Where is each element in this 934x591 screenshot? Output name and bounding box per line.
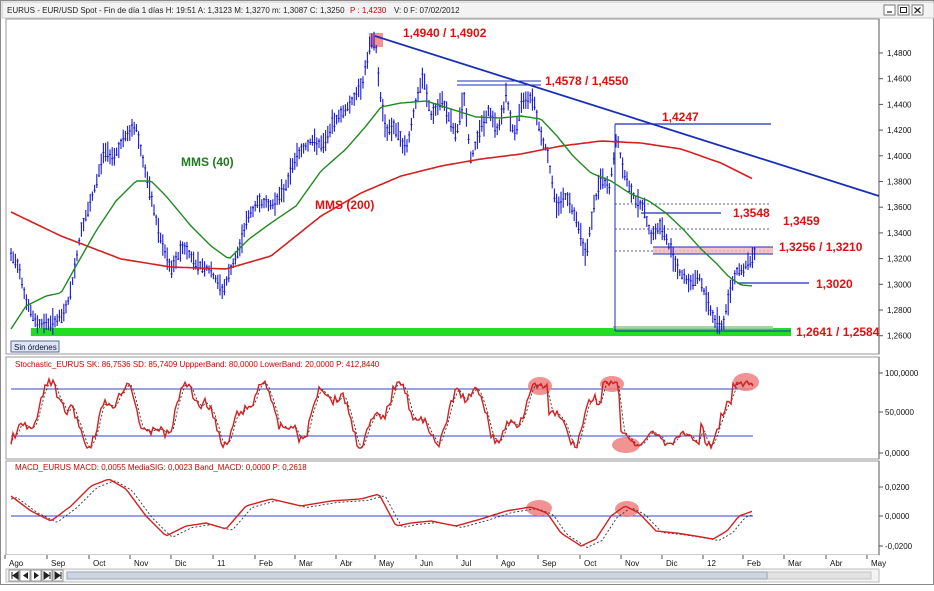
nav-first-button[interactable]: [8, 569, 20, 582]
date-tick-label: Jul: [461, 559, 471, 568]
nav-next-button[interactable]: [41, 569, 53, 582]
date-tick-label: Feb: [747, 559, 761, 568]
nav-play-button[interactable]: [30, 569, 42, 582]
skip-forward-icon: [54, 571, 62, 580]
date-tick-label: May: [379, 559, 394, 568]
date-tick-label: Mar: [788, 559, 802, 568]
macd-tick-label: -0,0200: [885, 542, 913, 551]
level-label-8: 1,2641 / 1,2584: [796, 325, 880, 339]
date-tick-label: Dic: [175, 559, 187, 568]
macd-panel: [5, 460, 880, 556]
nav-prev-button[interactable]: [19, 569, 31, 582]
stoch-axis: 100,0000 50,0000 0,0000: [879, 369, 919, 458]
skip-back-icon: [11, 571, 19, 580]
macd-header: MACD_EURUS MACD: 0,0055 MediaSIG: 0,0023…: [15, 463, 307, 472]
sin-ordenes-label: Sin órdenes: [14, 343, 57, 352]
price-tick-label: 1,3200: [887, 255, 912, 264]
resistance-zone: [653, 247, 773, 254]
date-tick-label: Oct: [93, 559, 106, 568]
date-tick-label: Sep: [51, 559, 66, 568]
stoch-highlight-1: [528, 377, 552, 395]
maximize-icon: [900, 7, 907, 13]
price-tick-label: 1,4800: [887, 49, 912, 58]
date-tick-label: Jun: [420, 559, 433, 568]
date-tick-label: Feb: [259, 559, 273, 568]
mms40-line: [10, 100, 753, 330]
date-tick-label: Dic: [666, 559, 678, 568]
step-forward-icon: [43, 571, 51, 580]
support-zone: [31, 328, 791, 336]
price-tick-label: 1,2800: [887, 306, 912, 315]
stoch-highlight-2: [600, 376, 624, 392]
date-axis: Ago Sep Oct Nov Dic 11 Feb Mar Abr May Jun Jul Ago Se…: [4, 555, 886, 568]
level-label-1: 1,4940 / 1,4902: [403, 26, 487, 40]
mms200-label: MMS (200): [315, 198, 374, 212]
macd-highlight-2: [615, 501, 639, 517]
price-axis: 1,4800 1,4600 1,4400 1,4200 1,4000 1,3800 1,36…: [879, 49, 912, 341]
minimize-button[interactable]: [883, 4, 896, 16]
level-label-2: 1,4578 / 1,4550: [545, 74, 629, 88]
window-title: EURUS - EUR/USD Spot - Fin de día 1 días…: [7, 6, 345, 15]
level-label-4: 1,3548: [733, 206, 770, 220]
level-label-3: 1,4247: [662, 110, 699, 124]
stoch-tick-label: 50,0000: [885, 408, 914, 417]
maximize-button[interactable]: [897, 4, 910, 16]
step-back-icon: [23, 572, 28, 579]
mms200-line: [10, 140, 753, 270]
macd-line: [10, 478, 753, 547]
date-tick-label: Abr: [340, 559, 353, 568]
stoch-sd-line: [10, 380, 754, 449]
price-tick-label: 1,4400: [887, 100, 912, 109]
macd-tick-label: 0,0200: [885, 483, 910, 492]
sin-ordenes-button[interactable]: Sin órdenes: [10, 340, 60, 353]
play-icon: [34, 572, 39, 579]
date-tick-label: Oct: [584, 559, 597, 568]
level-label-7: 1,3020: [816, 277, 853, 291]
window-p-label: P : 1,4230: [350, 6, 387, 15]
date-tick-label: 11: [217, 559, 226, 568]
level-label-5: 1,3459: [783, 214, 820, 228]
macd-signal-line: [10, 480, 753, 549]
macd-tick-label: 0,0000: [885, 512, 910, 521]
price-tick-label: 1,4200: [887, 126, 912, 135]
price-tick-label: 1,2600: [887, 332, 912, 341]
price-tick-label: 1,4600: [887, 75, 912, 84]
macd-highlight-1: [526, 500, 552, 516]
stoch-tick-label: 0,0000: [885, 449, 910, 458]
price-tick-label: 1,3800: [887, 178, 912, 187]
price-tick-label: 1,3400: [887, 229, 912, 238]
nav-last-button[interactable]: [52, 569, 64, 582]
mms40-label: MMS (40): [181, 155, 234, 169]
stochastic-header: Stochastic_EURUS SK: 86,7536 SD: 85,7409…: [15, 360, 380, 369]
stochastic-panel: [5, 356, 880, 460]
date-tick-label: 12: [707, 559, 716, 568]
price-tick-label: 1,3000: [887, 280, 912, 289]
date-tick-label: Nov: [625, 559, 639, 568]
close-icon: [914, 7, 921, 14]
date-tick-label: Nov: [134, 559, 148, 568]
macd-axis: 0,0200 0,0000 -0,0200: [879, 483, 913, 551]
price-tick-label: 1,4000: [887, 152, 912, 161]
date-tick-label: Abr: [830, 559, 843, 568]
window-title-tail: V: 0 F: 07/02/2012: [394, 6, 460, 15]
scrollbar-thumb[interactable]: [66, 571, 768, 580]
downtrend-line: [374, 35, 880, 197]
price-tick-label: 1,3600: [887, 203, 912, 212]
date-tick-label: May: [871, 559, 886, 568]
stoch-tick-label: 100,0000: [885, 369, 919, 378]
price-panel: [5, 18, 880, 355]
date-tick-label: Ago: [501, 559, 516, 568]
date-tick-label: Ago: [9, 559, 24, 568]
date-tick-label: Mar: [299, 559, 313, 568]
stoch-sk-line: [10, 376, 754, 451]
close-button[interactable]: [911, 4, 924, 16]
level-label-6: 1,3256 / 1,3210: [779, 240, 863, 254]
date-tick-label: Sep: [542, 559, 557, 568]
